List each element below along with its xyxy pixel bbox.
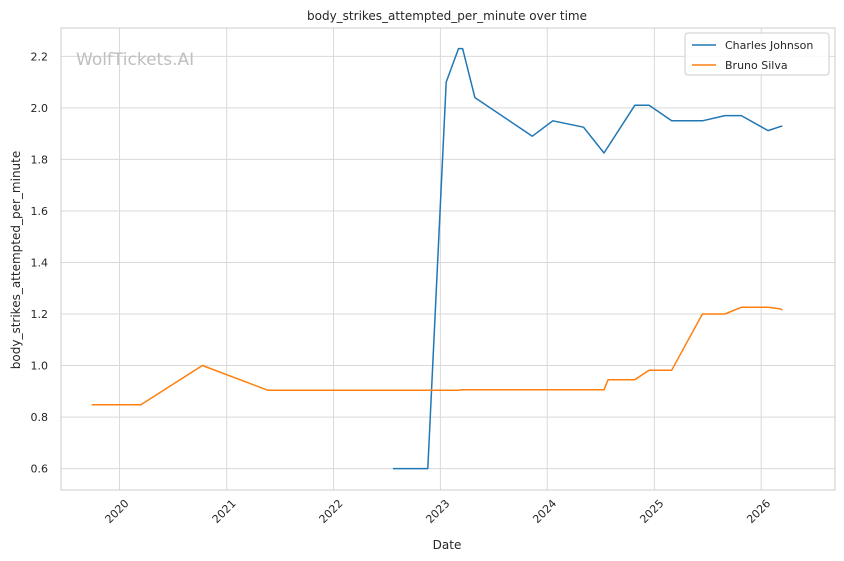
plot-frame — [60, 27, 836, 491]
grid — [61, 28, 835, 490]
legend-box — [684, 32, 830, 76]
y-tick-label: 0.6 — [31, 463, 49, 476]
y-tick-label: 0.8 — [31, 411, 49, 424]
y-tick-label: 1.6 — [31, 205, 49, 218]
series-line-1 — [91, 306, 783, 406]
chart-title: body_strikes_attempted_per_minute over t… — [307, 9, 587, 23]
y-tick-label: 1.0 — [31, 360, 49, 373]
legend-label-0: Charles Johnson — [725, 39, 813, 52]
y-tick-label: 1.8 — [31, 153, 49, 166]
series-line-0 — [393, 47, 783, 470]
series-layer — [91, 47, 783, 470]
legend: Charles Johnson Bruno Silva — [684, 32, 830, 76]
watermark: WolfTickets.AI — [76, 50, 194, 70]
x-axis-label: Date — [433, 538, 462, 552]
legend-label-1: Bruno Silva — [725, 59, 788, 72]
y-axis-label: body_strikes_attempted_per_minute — [9, 151, 23, 369]
y-tick-label: 2.2 — [31, 50, 49, 63]
y-tick-label: 1.4 — [31, 256, 49, 269]
y-tick-label: 2.0 — [31, 102, 49, 115]
y-tick-label: 1.2 — [31, 308, 49, 321]
